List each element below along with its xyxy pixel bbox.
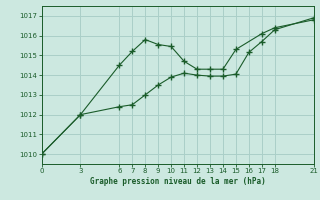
X-axis label: Graphe pression niveau de la mer (hPa): Graphe pression niveau de la mer (hPa): [90, 177, 266, 186]
